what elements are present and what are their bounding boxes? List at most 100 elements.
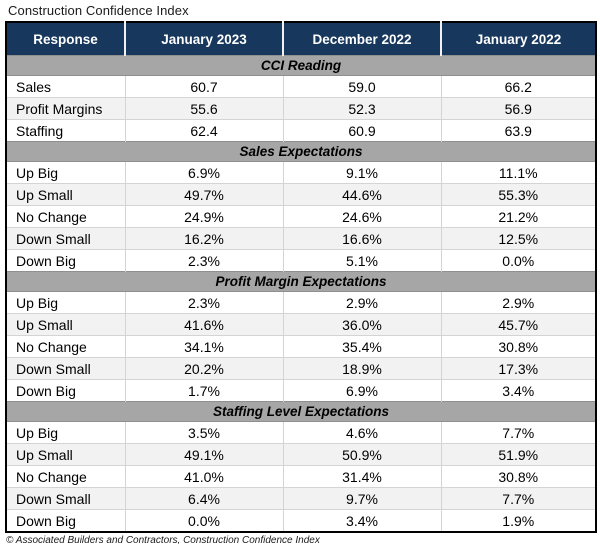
cell-value: 7.7% xyxy=(440,421,596,444)
row-label: Sales xyxy=(6,75,125,98)
table-row-profit-margin-expectations-down-small: Down Small 20.2% 18.9% 17.3% xyxy=(6,357,596,380)
section-title: Staffing Level Expectations xyxy=(6,401,596,422)
section-title: Profit Margin Expectations xyxy=(6,271,596,292)
row-label: Down Big xyxy=(6,249,125,272)
cell-value: 20.2% xyxy=(124,357,283,380)
cell-value: 2.3% xyxy=(124,291,283,314)
cell-value: 6.9% xyxy=(282,379,441,402)
row-label: No Change xyxy=(6,205,125,228)
cell-value: 2.3% xyxy=(124,249,283,272)
table-row-profit-margin-expectations-no-change: No Change 34.1% 35.4% 30.8% xyxy=(6,335,596,358)
cell-value: 6.9% xyxy=(124,161,283,184)
cell-value: 55.6 xyxy=(124,97,283,120)
cell-value: 21.2% xyxy=(440,205,596,228)
row-label: Profit Margins xyxy=(6,97,125,120)
cell-value: 63.9 xyxy=(440,119,596,142)
cell-value: 16.2% xyxy=(124,227,283,250)
page-title: Construction Confidence Index xyxy=(8,3,189,18)
cell-value: 16.6% xyxy=(282,227,441,250)
cell-value: 18.9% xyxy=(282,357,441,380)
column-header-january-2022: January 2022 xyxy=(440,22,596,56)
source-attribution: © Associated Builders and Contractors, C… xyxy=(6,535,320,544)
table-row-sales-expectations-up-big: Up Big 6.9% 9.1% 11.1% xyxy=(6,161,596,184)
column-header-response: Response xyxy=(6,22,125,56)
cell-value: 1.7% xyxy=(124,379,283,402)
cell-value: 3.4% xyxy=(440,379,596,402)
cell-value: 30.8% xyxy=(440,335,596,358)
row-label: Up Small xyxy=(6,443,125,466)
cell-value: 45.7% xyxy=(440,313,596,336)
cell-value: 17.3% xyxy=(440,357,596,380)
cell-value: 2.9% xyxy=(440,291,596,314)
column-header-january-2023: January 2023 xyxy=(124,22,283,56)
cell-value: 49.7% xyxy=(124,183,283,206)
table-row-staffing-level-expectations-up-big: Up Big 3.5% 4.6% 7.7% xyxy=(6,421,596,444)
cell-value: 2.9% xyxy=(282,291,441,314)
section-title: Sales Expectations xyxy=(6,141,596,162)
cell-value: 41.0% xyxy=(124,465,283,488)
table-row-cci-reading-sales: Sales 60.7 59.0 66.2 xyxy=(6,75,596,98)
section-header-row-sales-expectations: Sales Expectations xyxy=(6,141,596,162)
cell-value: 12.5% xyxy=(440,227,596,250)
row-label: No Change xyxy=(6,465,125,488)
cell-value: 49.1% xyxy=(124,443,283,466)
cell-value: 66.2 xyxy=(440,75,596,98)
cci-table: Response January 2023 December 2022 January… xyxy=(5,21,597,533)
column-header-december-2022: December 2022 xyxy=(282,22,441,56)
cell-value: 24.6% xyxy=(282,205,441,228)
cell-value: 0.0% xyxy=(440,249,596,272)
cell-value: 6.4% xyxy=(124,487,283,510)
table-row-staffing-level-expectations-down-big: Down Big 0.0% 3.4% 1.9% xyxy=(6,509,596,532)
cell-value: 34.1% xyxy=(124,335,283,358)
row-label: Up Big xyxy=(6,421,125,444)
table-row-sales-expectations-no-change: No Change 24.9% 24.6% 21.2% xyxy=(6,205,596,228)
cell-value: 60.7 xyxy=(124,75,283,98)
cell-value: 60.9 xyxy=(282,119,441,142)
table-row-cci-reading-staffing: Staffing 62.4 60.9 63.9 xyxy=(6,119,596,142)
section-header-row-profit-margin-expectations: Profit Margin Expectations xyxy=(6,271,596,292)
table-row-profit-margin-expectations-up-small: Up Small 41.6% 36.0% 45.7% xyxy=(6,313,596,336)
row-label: Staffing xyxy=(6,119,125,142)
cell-value: 50.9% xyxy=(282,443,441,466)
cell-value: 55.3% xyxy=(440,183,596,206)
cell-value: 30.8% xyxy=(440,465,596,488)
row-label: No Change xyxy=(6,335,125,358)
table-row-staffing-level-expectations-up-small: Up Small 49.1% 50.9% 51.9% xyxy=(6,443,596,466)
row-label: Up Big xyxy=(6,291,125,314)
table-row-staffing-level-expectations-down-small: Down Small 6.4% 9.7% 7.7% xyxy=(6,487,596,510)
cell-value: 11.1% xyxy=(440,161,596,184)
section-title: CCI Reading xyxy=(6,55,596,76)
cell-value: 35.4% xyxy=(282,335,441,358)
section-header-row-staffing-level-expectations: Staffing Level Expectations xyxy=(6,401,596,422)
table-header-row: Response January 2023 December 2022 January… xyxy=(6,22,596,56)
row-label: Down Big xyxy=(6,509,125,532)
cell-value: 4.6% xyxy=(282,421,441,444)
cell-value: 52.3 xyxy=(282,97,441,120)
cell-value: 44.6% xyxy=(282,183,441,206)
section-header-row-cci-reading: CCI Reading xyxy=(6,55,596,76)
table-row-sales-expectations-down-big: Down Big 2.3% 5.1% 0.0% xyxy=(6,249,596,272)
cell-value: 36.0% xyxy=(282,313,441,336)
row-label: Down Small xyxy=(6,227,125,250)
table-row-cci-reading-profit-margins: Profit Margins 55.6 52.3 56.9 xyxy=(6,97,596,120)
cell-value: 9.7% xyxy=(282,487,441,510)
cell-value: 3.5% xyxy=(124,421,283,444)
row-label: Down Small xyxy=(6,487,125,510)
table-row-profit-margin-expectations-up-big: Up Big 2.3% 2.9% 2.9% xyxy=(6,291,596,314)
row-label: Up Big xyxy=(6,161,125,184)
cell-value: 3.4% xyxy=(282,509,441,532)
row-label: Up Small xyxy=(6,183,125,206)
cell-value: 5.1% xyxy=(282,249,441,272)
row-label: Down Small xyxy=(6,357,125,380)
row-label: Up Small xyxy=(6,313,125,336)
cell-value: 24.9% xyxy=(124,205,283,228)
cell-value: 62.4 xyxy=(124,119,283,142)
cell-value: 0.0% xyxy=(124,509,283,532)
row-label: Down Big xyxy=(6,379,125,402)
table-row-staffing-level-expectations-no-change: No Change 41.0% 31.4% 30.8% xyxy=(6,465,596,488)
cell-value: 31.4% xyxy=(282,465,441,488)
table-row-profit-margin-expectations-down-big: Down Big 1.7% 6.9% 3.4% xyxy=(6,379,596,402)
cell-value: 41.6% xyxy=(124,313,283,336)
cell-value: 59.0 xyxy=(282,75,441,98)
